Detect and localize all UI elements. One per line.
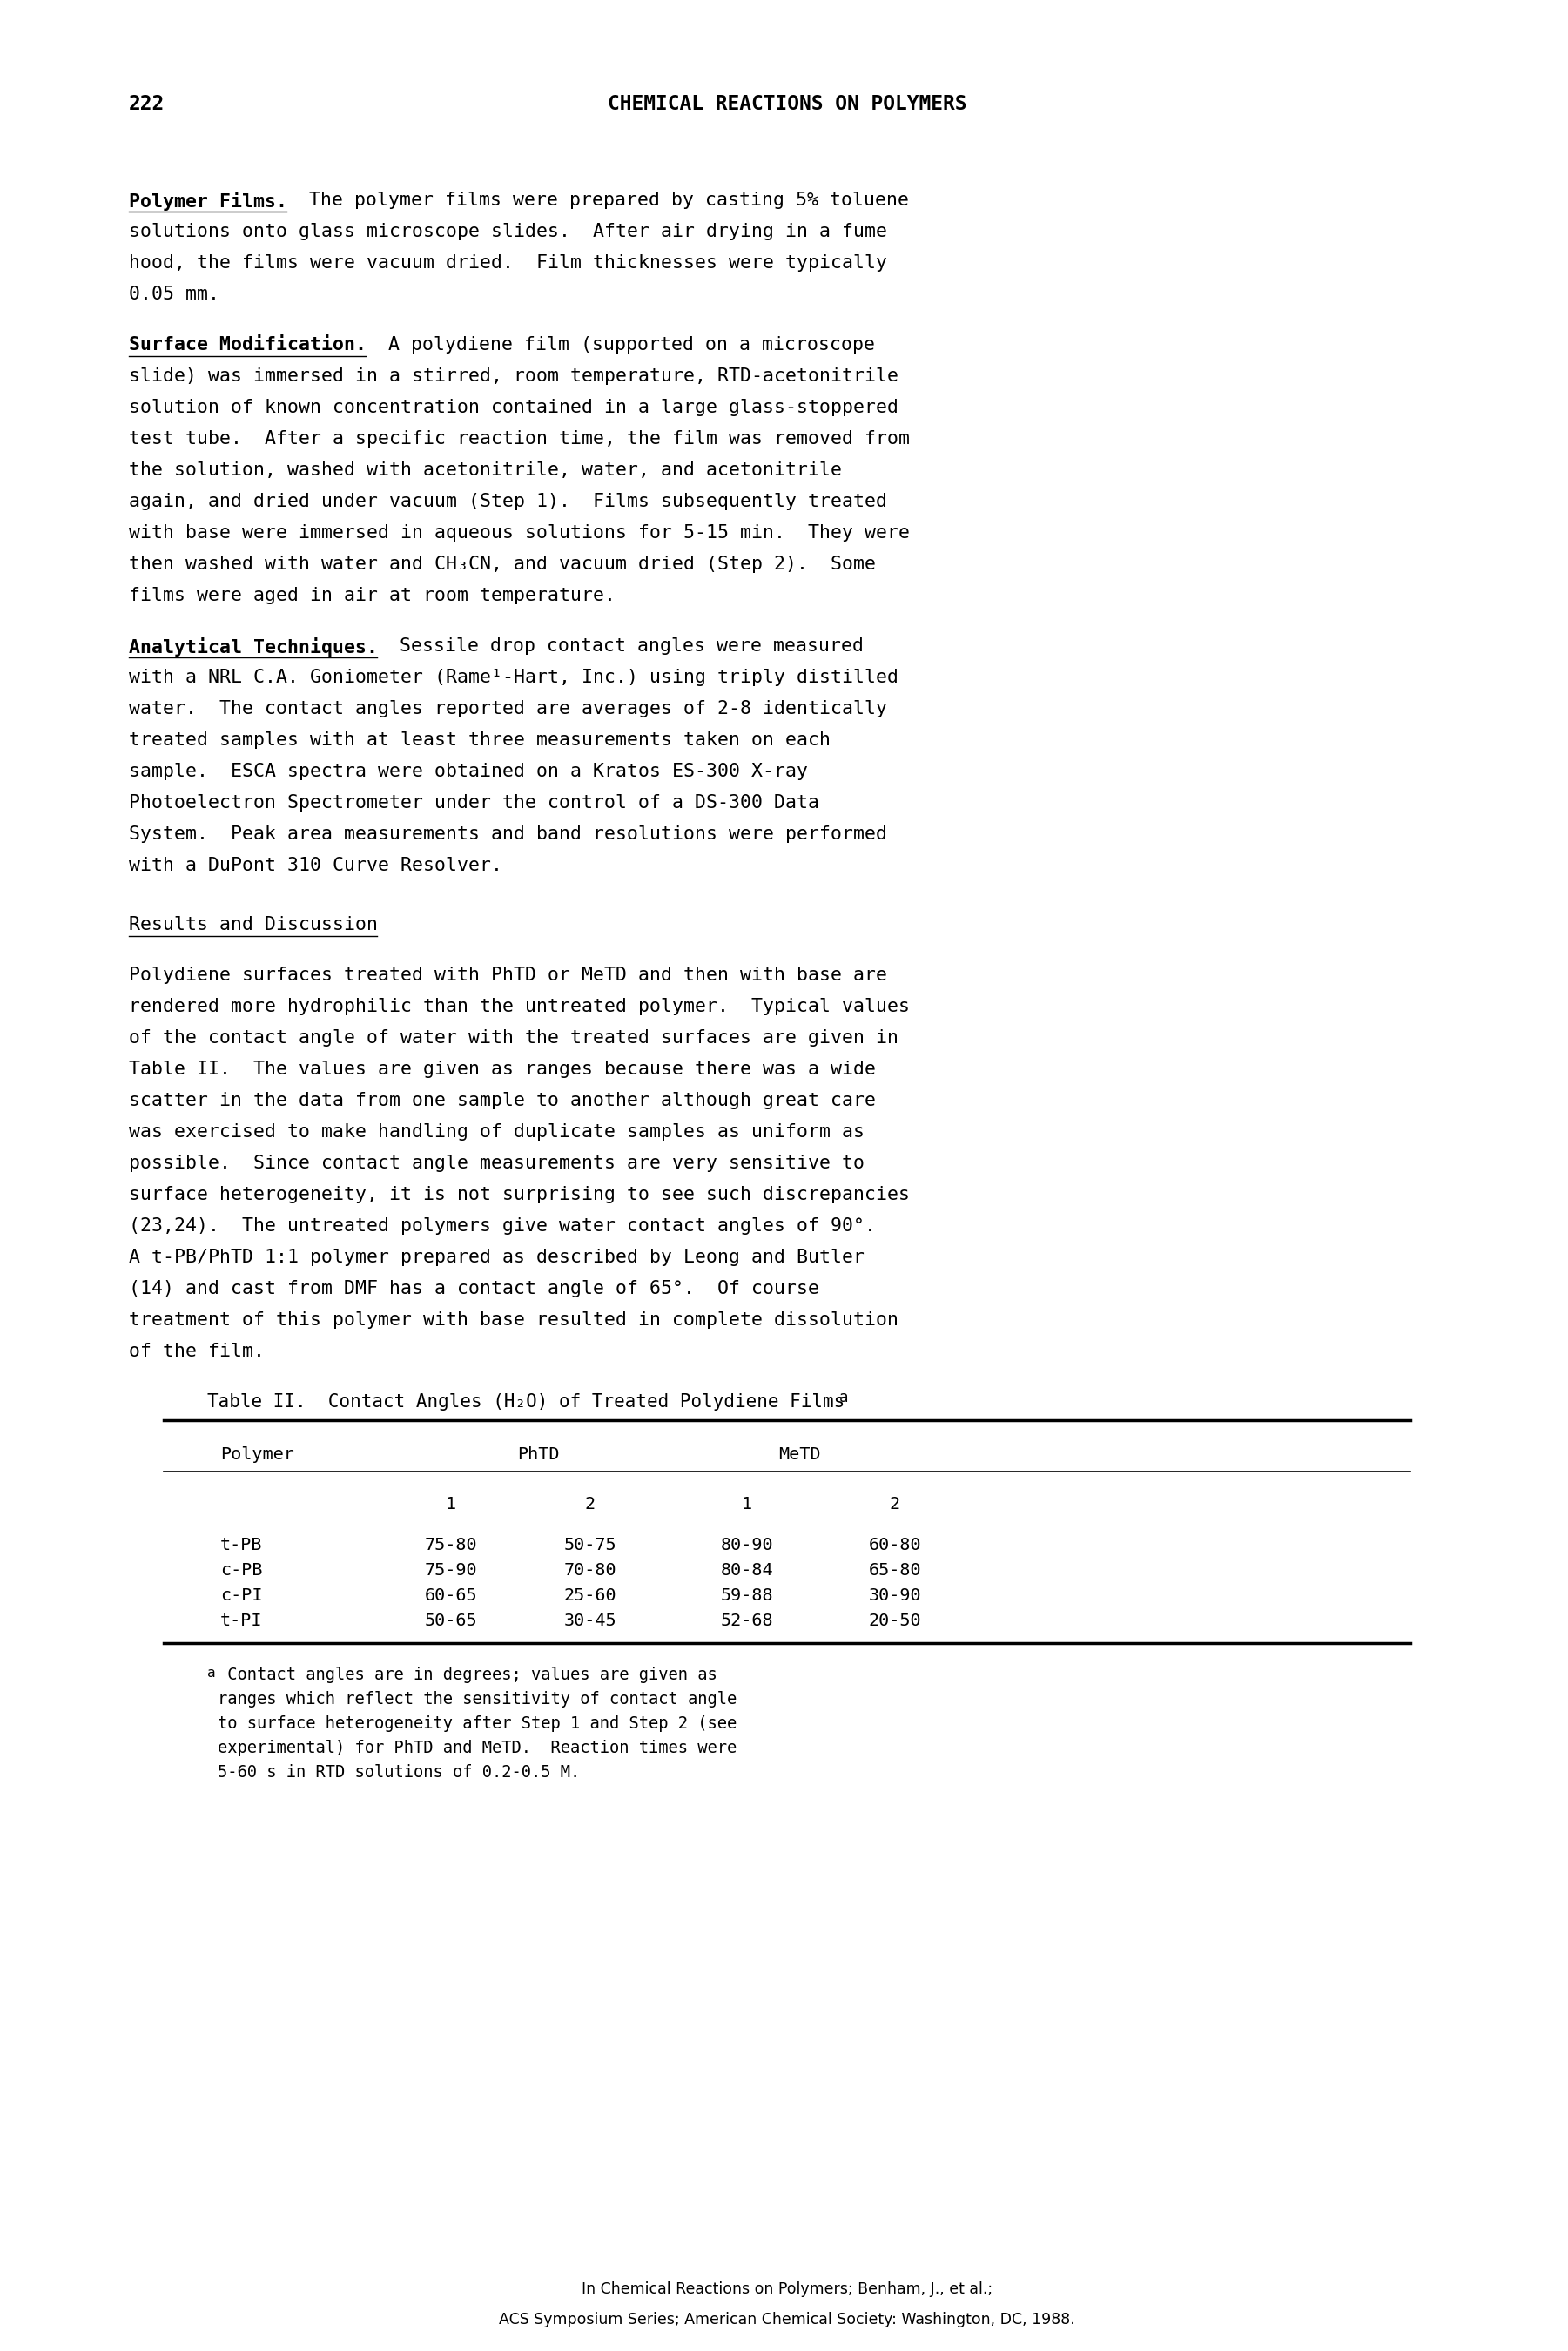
Text: In Chemical Reactions on Polymers; Benham, J., et al.;: In Chemical Reactions on Polymers; Benha… [582,2280,993,2297]
Text: (14) and cast from DMF has a contact angle of 65°.  Of course: (14) and cast from DMF has a contact ang… [129,1279,818,1298]
Text: was exercised to make handling of duplicate samples as uniform as: was exercised to make handling of duplic… [129,1124,864,1140]
Text: 60-80: 60-80 [869,1538,922,1554]
Text: hood, the films were vacuum dried.  Film thicknesses were typically: hood, the films were vacuum dried. Film … [129,254,887,273]
Text: with a NRL C.A. Goniometer (Rame¹-Hart, Inc.) using triply distilled: with a NRL C.A. Goniometer (Rame¹-Hart, … [129,668,898,686]
Text: 52-68: 52-68 [721,1613,773,1629]
Text: sample.  ESCA spectra were obtained on a Kratos ES-300 X-ray: sample. ESCA spectra were obtained on a … [129,762,808,781]
Text: MeTD: MeTD [778,1446,820,1462]
Text: 59-88: 59-88 [721,1587,773,1603]
Text: 25-60: 25-60 [564,1587,616,1603]
Text: 30-90: 30-90 [869,1587,922,1603]
Text: surface heterogeneity, it is not surprising to see such discrepancies: surface heterogeneity, it is not surpris… [129,1185,909,1204]
Text: A polydiene film (supported on a microscope: A polydiene film (supported on a microsc… [365,336,875,353]
Text: solution of known concentration contained in a large glass-stoppered: solution of known concentration containe… [129,400,898,416]
Text: Polydiene surfaces treated with PhTD or MeTD and then with base are: Polydiene surfaces treated with PhTD or … [129,966,887,985]
Text: treated samples with at least three measurements taken on each: treated samples with at least three meas… [129,731,831,750]
Text: of the film.: of the film. [129,1342,265,1361]
Text: rendered more hydrophilic than the untreated polymer.  Typical values: rendered more hydrophilic than the untre… [129,997,909,1016]
Text: Table II.  The values are given as ranges because there was a wide: Table II. The values are given as ranges… [129,1060,877,1079]
Text: A t-PB/PhTD 1:1 polymer prepared as described by Leong and Butler: A t-PB/PhTD 1:1 polymer prepared as desc… [129,1248,864,1267]
Text: Surface Modification.: Surface Modification. [129,336,367,353]
Text: Polymer: Polymer [220,1446,295,1462]
Text: films were aged in air at room temperature.: films were aged in air at room temperatu… [129,588,616,604]
Text: then washed with water and CH₃CN, and vacuum dried (Step 2).  Some: then washed with water and CH₃CN, and va… [129,555,877,574]
Text: solutions onto glass microscope slides.  After air drying in a fume: solutions onto glass microscope slides. … [129,223,887,240]
Text: The polymer films were prepared by casting 5% toluene: The polymer films were prepared by casti… [287,190,909,209]
Text: 75-90: 75-90 [425,1561,477,1578]
Text: Photoelectron Spectrometer under the control of a DS-300 Data: Photoelectron Spectrometer under the con… [129,795,818,811]
Text: possible.  Since contact angle measurements are very sensitive to: possible. Since contact angle measuremen… [129,1154,864,1173]
Text: again, and dried under vacuum (Step 1).  Films subsequently treated: again, and dried under vacuum (Step 1). … [129,494,887,510]
Text: System.  Peak area measurements and band resolutions were performed: System. Peak area measurements and band … [129,825,887,844]
Text: Analytical Techniques.: Analytical Techniques. [129,637,378,656]
Text: (23,24).  The untreated polymers give water contact angles of 90°.: (23,24). The untreated polymers give wat… [129,1218,877,1234]
Text: c-PI: c-PI [220,1587,262,1603]
Text: 1: 1 [742,1495,753,1514]
Text: 0.05 mm.: 0.05 mm. [129,284,220,303]
Text: with a DuPont 310 Curve Resolver.: with a DuPont 310 Curve Resolver. [129,856,502,875]
Text: 50-75: 50-75 [564,1538,616,1554]
Text: Table II.  Contact Angles (H₂O) of Treated Polydiene Films: Table II. Contact Angles (H₂O) of Treate… [207,1394,845,1411]
Text: Contact angles are in degrees; values are given as: Contact angles are in degrees; values ar… [218,1667,717,1683]
Text: test tube.  After a specific reaction time, the film was removed from: test tube. After a specific reaction tim… [129,430,909,447]
Text: Polymer Films.: Polymer Films. [129,190,287,212]
Text: a: a [207,1667,215,1679]
Text: c-PB: c-PB [220,1561,262,1578]
Text: 70-80: 70-80 [564,1561,616,1578]
Text: scatter in the data from one sample to another although great care: scatter in the data from one sample to a… [129,1091,877,1110]
Text: 80-84: 80-84 [721,1561,773,1578]
Text: Sessile drop contact angles were measured: Sessile drop contact angles were measure… [376,637,864,656]
Text: a: a [839,1389,848,1406]
Text: t-PI: t-PI [220,1613,262,1629]
Text: with base were immersed in aqueous solutions for 5-15 min.  They were: with base were immersed in aqueous solut… [129,524,909,541]
Text: CHEMICAL REACTIONS ON POLYMERS: CHEMICAL REACTIONS ON POLYMERS [607,94,966,115]
Text: experimental) for PhTD and MeTD.  Reaction times were: experimental) for PhTD and MeTD. Reactio… [218,1740,737,1756]
Text: 65-80: 65-80 [869,1561,922,1578]
Text: 30-45: 30-45 [564,1613,616,1629]
Text: ACS Symposium Series; American Chemical Society: Washington, DC, 1988.: ACS Symposium Series; American Chemical … [499,2311,1076,2327]
Text: 5-60 s in RTD solutions of 0.2-0.5 M.: 5-60 s in RTD solutions of 0.2-0.5 M. [218,1763,580,1780]
Text: 20-50: 20-50 [869,1613,922,1629]
Text: the solution, washed with acetonitrile, water, and acetonitrile: the solution, washed with acetonitrile, … [129,461,842,480]
Text: Results and Discussion: Results and Discussion [129,917,378,933]
Text: of the contact angle of water with the treated surfaces are given in: of the contact angle of water with the t… [129,1030,898,1046]
Text: 80-90: 80-90 [721,1538,773,1554]
Text: 222: 222 [129,94,165,115]
Text: 75-80: 75-80 [425,1538,477,1554]
Text: slide) was immersed in a stirred, room temperature, RTD-acetonitrile: slide) was immersed in a stirred, room t… [129,367,898,386]
Text: ranges which reflect the sensitivity of contact angle: ranges which reflect the sensitivity of … [218,1690,737,1707]
Text: PhTD: PhTD [517,1446,560,1462]
Text: 50-65: 50-65 [425,1613,477,1629]
Text: 2: 2 [889,1495,900,1514]
Text: water.  The contact angles reported are averages of 2-8 identically: water. The contact angles reported are a… [129,701,887,717]
Text: 1: 1 [445,1495,456,1514]
Text: t-PB: t-PB [220,1538,262,1554]
Text: treatment of this polymer with base resulted in complete dissolution: treatment of this polymer with base resu… [129,1312,898,1328]
Text: 60-65: 60-65 [425,1587,477,1603]
Text: 2: 2 [585,1495,596,1514]
Text: to surface heterogeneity after Step 1 and Step 2 (see: to surface heterogeneity after Step 1 an… [218,1716,737,1733]
